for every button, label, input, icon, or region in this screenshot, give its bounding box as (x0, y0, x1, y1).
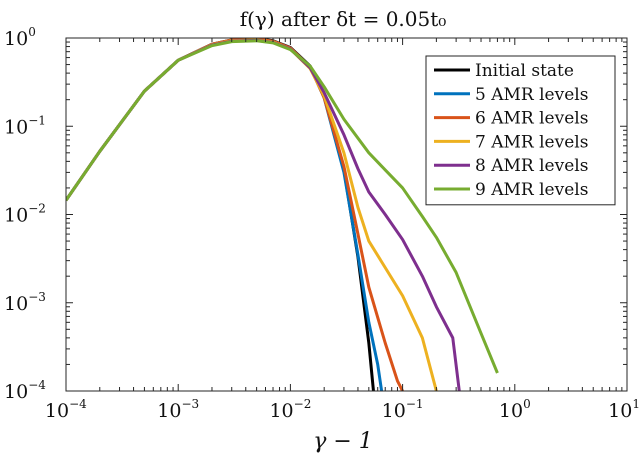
x-tick-label: 10−2 (269, 397, 311, 422)
legend-label: 6 AMR levels (475, 109, 588, 129)
x-tick-label: 101 (608, 397, 640, 422)
axes-layer: 10−4 10−3 10−2 10−1 100 101 100 10−1 10−2 10−3 10−… (4, 25, 640, 422)
x-axis-label: γ − 1 (313, 429, 373, 454)
y-tick-label: 10−4 (4, 378, 46, 403)
x-tick-label: 100 (499, 397, 531, 422)
x-tick-label: 10−3 (157, 397, 199, 422)
series-layer (66, 38, 499, 391)
y-tick-label: 10−2 (4, 202, 46, 227)
legend-label: 5 AMR levels (475, 85, 588, 105)
chart-title: f(γ) after δt = 0.05t₀ (240, 7, 447, 31)
legend-label: 7 AMR levels (475, 132, 588, 152)
legend-label: 9 AMR levels (475, 180, 588, 200)
y-tick-label: 10−1 (4, 113, 46, 138)
legend-label: Initial state (475, 61, 574, 81)
x-tick-label: 10−1 (382, 397, 424, 422)
y-tick-label: 100 (4, 25, 36, 50)
legend: Initial state 5 AMR levels 6 AMR levels 7 A… (425, 55, 616, 206)
x-tick-label: 10−4 (45, 397, 87, 422)
legend-box (425, 55, 616, 206)
series-line-6 (66, 39, 499, 374)
y-tick-label: 10−3 (4, 290, 46, 315)
legend-label: 8 AMR levels (475, 156, 588, 176)
